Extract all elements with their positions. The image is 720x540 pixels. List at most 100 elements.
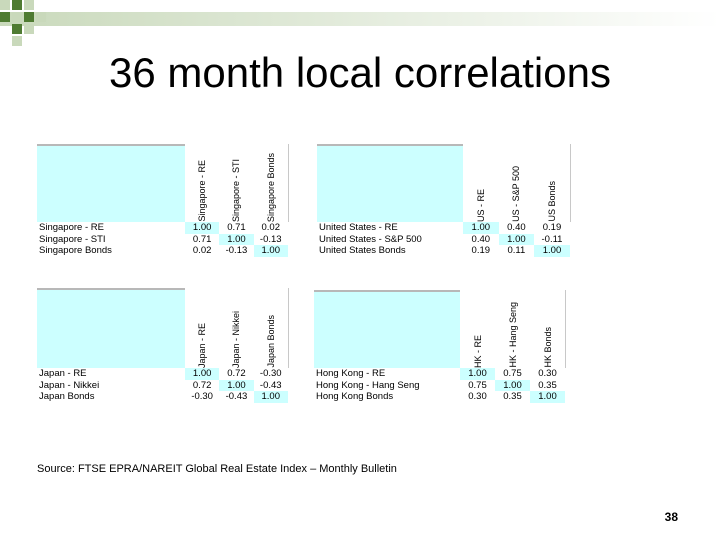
table-row: United States - RE 1.00 0.40 0.19: [317, 222, 570, 234]
row-label: Japan Bonds: [39, 391, 95, 402]
table-row: Singapore Bonds 0.02 -0.13 1.00: [37, 245, 288, 257]
correlation-cell: -0.11: [541, 233, 563, 245]
correlation-cell: 0.35: [503, 391, 522, 402]
table-right-rule: [569, 144, 571, 222]
column-header: Japan - RE: [185, 288, 220, 368]
column-header-label: Japan - Nikkei: [231, 310, 242, 368]
decorative-header-graphic: [0, 0, 720, 46]
correlation-cell: 1.00: [185, 368, 220, 380]
correlation-cell: 0.19: [542, 222, 562, 233]
table-right-rule: [287, 144, 289, 222]
hongkong-correlation-table: HK - RE HK - Hang Seng HK Bonds Hong Kong -…: [314, 290, 566, 403]
correlation-cell: 1.00: [185, 222, 220, 234]
column-header-label: Japan - RE: [197, 322, 208, 368]
column-header: US - S&P 500: [498, 144, 535, 222]
row-label: Japan - Nikkei: [39, 379, 100, 391]
table-corner-fill: [37, 144, 185, 222]
correlation-cell: 0.40: [471, 233, 491, 245]
column-header: Singapore - RE: [185, 144, 220, 222]
column-header: Japan Bonds: [253, 288, 288, 368]
page-number: 38: [664, 510, 678, 524]
correlation-cell: -0.43: [259, 379, 282, 391]
column-header-label: US - RE: [475, 188, 486, 222]
source-note: Source: FTSE EPRA/NAREIT Global Real Est…: [37, 463, 397, 475]
us-correlation-table: US - RE US - S&P 500 US Bonds United States…: [317, 144, 571, 257]
singapore-correlation-table: Singapore - RE Singapore - STI Singapore B…: [37, 144, 289, 257]
row-label: Hong Kong - Hang Seng: [316, 379, 420, 391]
row-label: Singapore Bonds: [39, 245, 112, 256]
table-top-rule: [317, 144, 570, 146]
table-row: Japan - Nikkei 0.72 1.00 -0.43: [37, 379, 288, 391]
table-right-rule: [565, 290, 566, 368]
table-row: Hong Kong - Hang Seng 0.75 1.00 0.35: [314, 379, 565, 391]
row-label: United States - RE: [319, 222, 398, 233]
table-row: Japan Bonds -0.30 -0.43 1.00: [37, 391, 288, 403]
correlation-cell: -0.30: [259, 368, 282, 379]
table-corner-fill: [37, 288, 185, 368]
correlation-cell: 0.71: [227, 222, 246, 233]
table-corner-fill: [314, 290, 460, 368]
correlation-cell: 0.72: [192, 379, 212, 391]
column-header: Singapore - STI: [219, 144, 254, 222]
column-header: HK - RE: [460, 290, 495, 368]
row-label: United States - S&P 500: [319, 233, 422, 245]
correlation-cell: 0.30: [468, 391, 487, 402]
table-row: Japan - RE 1.00 0.72 -0.30: [37, 368, 288, 380]
table-top-rule: [37, 288, 288, 290]
correlation-cell: 0.11: [507, 245, 526, 256]
correlation-cell: 0.71: [192, 233, 212, 245]
correlation-cell: 1.00: [460, 368, 495, 380]
column-header: HK - Hang Seng: [495, 290, 530, 368]
row-label: United States Bonds: [319, 245, 406, 256]
column-header: Singapore Bonds: [253, 144, 288, 222]
correlation-cell: 0.30: [538, 368, 557, 379]
correlation-cell: 1.00: [498, 233, 535, 245]
column-header: HK Bonds: [530, 290, 565, 368]
table-row: Singapore - RE 1.00 0.71 0.02: [37, 222, 288, 234]
correlation-cell: 0.75: [503, 368, 522, 379]
column-header: Japan - Nikkei: [219, 288, 254, 368]
table-corner-fill: [317, 144, 463, 222]
column-header-label: HK Bonds: [542, 327, 553, 368]
table-row: Singapore - STI 0.71 1.00 -0.13: [37, 233, 288, 245]
correlation-cell: 0.19: [471, 245, 491, 256]
correlation-cell: -0.13: [225, 245, 248, 256]
slide-title: 36 month local correlations: [109, 49, 611, 96]
table-row: Hong Kong - RE 1.00 0.75 0.30: [314, 368, 565, 380]
column-header: US Bonds: [534, 144, 570, 222]
table-row: Hong Kong Bonds 0.30 0.35 1.00: [314, 391, 565, 403]
row-label: Singapore - RE: [39, 222, 104, 233]
column-header: US - RE: [463, 144, 499, 222]
row-label: Hong Kong - RE: [316, 368, 386, 379]
column-header-label: US - S&P 500: [511, 166, 522, 222]
correlation-cell: -0.43: [225, 391, 248, 402]
row-label: Singapore - STI: [39, 233, 106, 245]
column-header-label: Singapore - STI: [231, 158, 242, 222]
correlation-cell: 0.75: [468, 379, 487, 391]
correlation-cell: 1.00: [253, 245, 288, 257]
correlation-cell: -0.30: [191, 391, 213, 402]
column-header-label: Singapore - RE: [197, 160, 208, 222]
correlation-cell: 1.00: [495, 379, 530, 391]
correlation-cell: 1.00: [463, 222, 499, 234]
japan-correlation-table: Japan - RE Japan - Nikkei Japan Bonds Japan…: [37, 288, 289, 403]
correlation-cell: 1.00: [534, 245, 570, 257]
row-label: Japan - RE: [39, 368, 87, 379]
column-header-label: Japan Bonds: [265, 315, 276, 368]
column-header-label: HK - RE: [472, 334, 483, 368]
table-row: United States - S&P 500 0.40 1.00 -0.11: [317, 233, 570, 245]
correlation-cell: 0.02: [261, 222, 280, 233]
correlation-cell: 0.72: [227, 368, 246, 379]
row-label: Hong Kong Bonds: [316, 391, 394, 402]
column-header-label: HK - Hang Seng: [507, 302, 518, 368]
correlation-cell: 1.00: [530, 391, 565, 403]
table-top-rule: [37, 144, 288, 146]
column-header-label: Singapore Bonds: [265, 152, 276, 222]
correlation-cell: 0.02: [192, 245, 212, 256]
correlation-cell: -0.13: [259, 233, 282, 245]
column-header-label: US Bonds: [546, 181, 557, 222]
correlation-cell: 0.35: [538, 379, 557, 391]
correlation-cell: 1.00: [219, 233, 254, 245]
correlation-cell: 0.40: [507, 222, 526, 233]
correlation-cell: 1.00: [253, 391, 288, 403]
